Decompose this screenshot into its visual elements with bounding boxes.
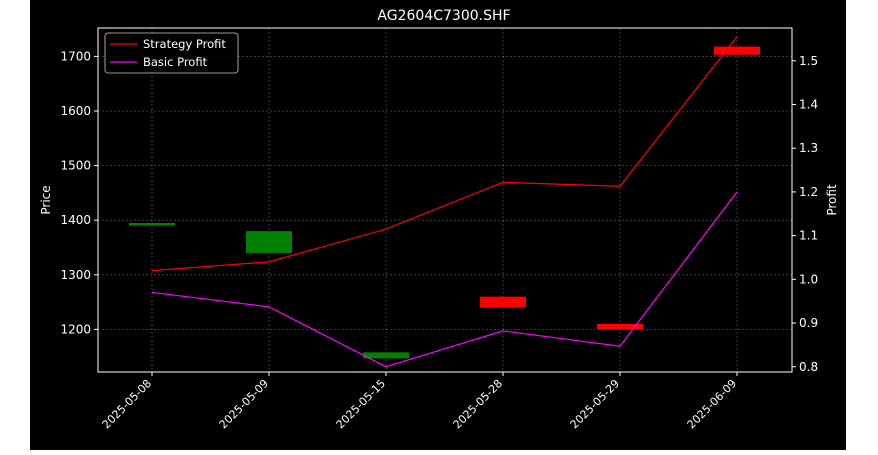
candle-bar [597,323,643,330]
legend: Strategy Profit Basic Profit [104,32,239,74]
candle-bar [246,231,292,253]
y-tick-label: 1400 [60,213,91,227]
chart-svg: AG2604C7300.SHF 2025-05-08 2025-05-09 2025… [39,8,839,431]
y2-tick-label: 1.0 [799,272,818,286]
y2-tick-label: 1.1 [799,229,818,243]
y-tick-label: 1600 [60,104,91,118]
candle-bar [714,46,760,55]
profit-lines [151,36,738,368]
x-tick-label: 2025-05-09 [217,377,271,431]
grid-lines [98,28,792,372]
chart-canvas: AG2604C7300.SHF 2025-05-08 2025-05-09 2025… [30,0,846,450]
plot-frame [97,27,793,373]
legend-box [104,32,239,74]
y2-tick-label: 1.5 [799,54,818,68]
legend-label: Basic Profit [143,55,208,69]
y-tick-label: 1200 [60,322,91,336]
x-tick-label: 2025-05-15 [334,377,388,431]
candle-bar [363,352,409,359]
series-line [151,36,738,272]
y-tick-label: 1300 [60,268,91,282]
y2-axis-label: Profit [825,184,839,216]
y2-tick-label: 0.9 [799,316,818,330]
axes: 2025-05-08 2025-05-09 2025-05-15 2025-05-28… [60,49,818,431]
x-tick-label: 2025-06-09 [685,377,739,431]
y2-tick-label: 1.3 [799,141,818,155]
candles [129,46,760,359]
legend-label: Strategy Profit [143,37,226,51]
chart-title: AG2604C7300.SHF [377,8,510,24]
y2-tick-label: 0.8 [799,360,818,374]
x-tick-label: 2025-05-28 [451,377,505,431]
y-tick-label: 1700 [60,49,91,63]
candle-bar [480,296,526,308]
y2-tick-label: 1.2 [799,185,818,199]
x-tick-label: 2025-05-08 [100,377,154,431]
y-axis-label: Price [39,185,53,214]
y2-tick-label: 1.4 [799,97,818,111]
series-line [151,191,738,368]
x-tick-label: 2025-05-29 [568,377,622,431]
y-tick-label: 1500 [60,159,91,173]
candle-bar [129,222,175,226]
